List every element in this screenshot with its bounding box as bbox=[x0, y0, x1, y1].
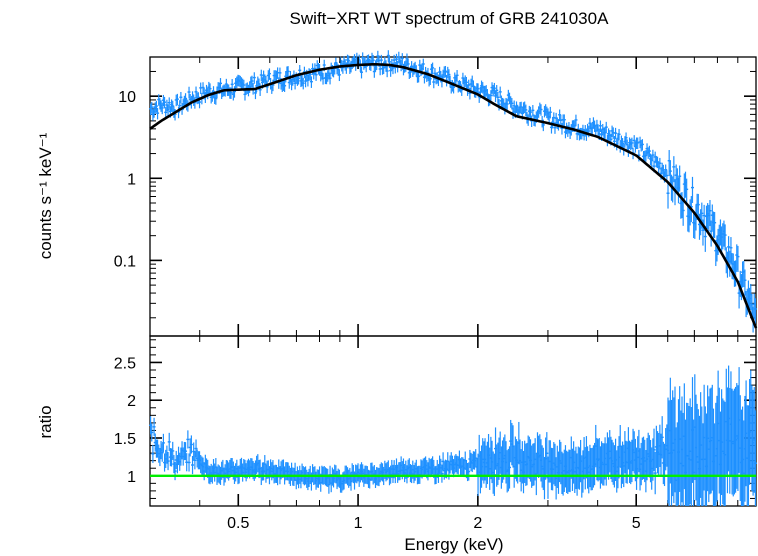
spectrum-y-tick-label: 0.1 bbox=[114, 253, 136, 270]
model-curve bbox=[149, 62, 758, 329]
x-tick-label: 2 bbox=[473, 515, 482, 532]
x-tick-label: 5 bbox=[632, 515, 641, 532]
ratio-y-axis-label: ratio bbox=[36, 405, 55, 438]
x-tick-label: 0.5 bbox=[227, 515, 249, 532]
spectrum-frame bbox=[149, 56, 757, 337]
ratio-panel: 0.5 1 2 5 2.5 2 1.5 1 bbox=[114, 57, 757, 532]
spectrum-panel: 10 1 0.1 bbox=[114, 50, 758, 506]
ratio-y-tick-label: 1 bbox=[127, 469, 136, 486]
ratio-data-points bbox=[149, 365, 757, 506]
spectrum-y-tick-label: 1 bbox=[127, 171, 136, 188]
ratio-y-tick-label: 1.5 bbox=[114, 431, 136, 448]
spectrum-data-points bbox=[149, 50, 757, 333]
x-axis-label: Energy (keV) bbox=[404, 535, 503, 554]
spectrum-y-axis-label: counts s⁻¹ keV⁻¹ bbox=[36, 132, 55, 259]
ratio-y-tick-label: 2 bbox=[127, 393, 136, 410]
chart-title: Swift−XRT WT spectrum of GRB 241030A bbox=[290, 9, 610, 28]
x-tick-label: 1 bbox=[354, 515, 363, 532]
spectrum-y-tick-label: 10 bbox=[118, 89, 136, 106]
ratio-y-tick-label: 2.5 bbox=[114, 355, 136, 372]
